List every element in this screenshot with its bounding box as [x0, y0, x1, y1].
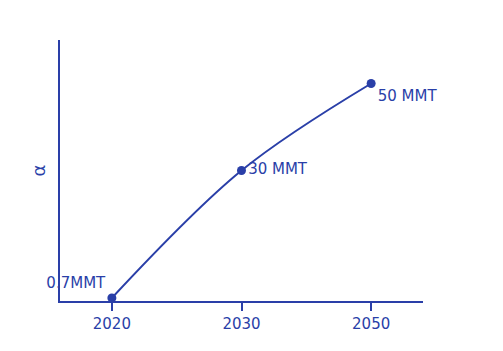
svg-text:0.7MMT: 0.7MMT: [46, 274, 106, 292]
svg-text:50 MMT: 50 MMT: [378, 87, 438, 105]
svg-text:30 MMT: 30 MMT: [248, 160, 308, 178]
svg-text:2050: 2050: [352, 315, 390, 333]
svg-text:2030: 2030: [222, 315, 260, 333]
svg-text:2020: 2020: [93, 315, 131, 333]
svg-text:α: α: [28, 165, 49, 177]
